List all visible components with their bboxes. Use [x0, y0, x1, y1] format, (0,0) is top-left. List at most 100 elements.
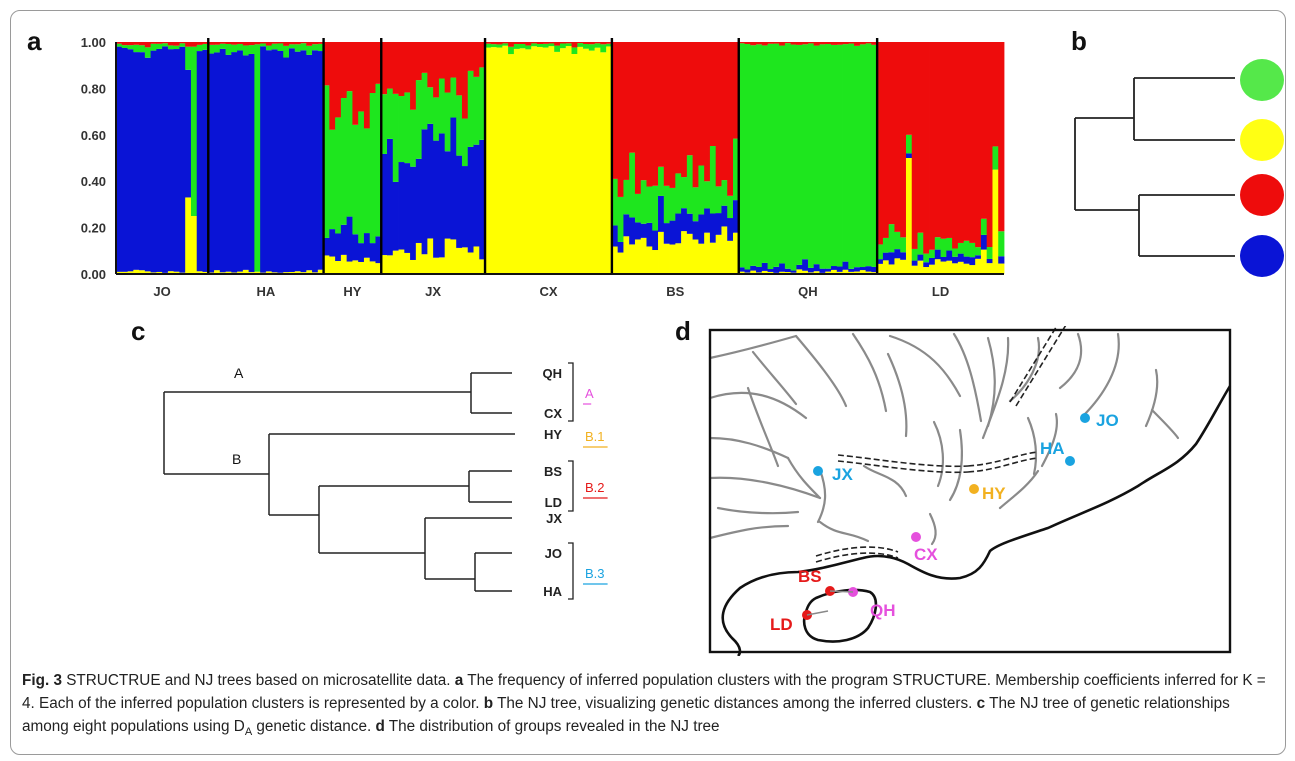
bar-segment-red	[732, 42, 740, 139]
bar-segment-red	[260, 42, 267, 44]
bar-segment-blue	[335, 233, 342, 261]
bar-segment-green	[859, 44, 867, 268]
bar-segment-yellow	[681, 231, 688, 274]
bar-segment-blue	[150, 50, 157, 273]
bar-segment-red	[410, 42, 417, 110]
bar-segment-green	[652, 185, 659, 231]
bar-segment-blue	[779, 263, 786, 272]
population-label: CX	[539, 284, 557, 299]
branch-label-b: B	[232, 451, 241, 467]
bar-segment-green	[508, 46, 515, 55]
bar-segment-green	[288, 44, 296, 49]
bar-segment-yellow	[675, 243, 682, 274]
bar-segment-blue	[415, 158, 423, 243]
y-tick-label: 1.00	[81, 35, 106, 50]
bar-segment-green	[571, 47, 578, 54]
bar-segment-red	[663, 42, 670, 186]
bar-segment-yellow	[767, 271, 774, 274]
bar-segment-green	[479, 67, 486, 140]
bar-segment-green	[358, 111, 365, 244]
bar-segment-blue	[946, 250, 953, 261]
site-label-bs: BS	[798, 567, 822, 586]
bar-segment-yellow	[306, 270, 313, 274]
bar-segment-yellow	[237, 271, 244, 274]
bar-segment-red	[185, 42, 192, 47]
bar-segment-green	[502, 43, 509, 46]
bar-segment-green	[294, 44, 301, 52]
bar-segment-yellow	[848, 271, 855, 274]
bar-segment-yellow	[831, 269, 838, 274]
bar-segment-red	[179, 42, 186, 44]
bar-segment-yellow	[317, 269, 324, 274]
bar-segment-yellow	[813, 271, 820, 274]
bar-segment-green	[381, 94, 388, 154]
population-separators	[207, 38, 879, 274]
bar-segment-red	[323, 42, 330, 86]
bar-segment-yellow	[531, 46, 538, 275]
bar-segment-blue	[294, 51, 301, 272]
bar-segment-red	[571, 42, 578, 48]
population-label: QH	[798, 284, 818, 299]
bar-segment-red	[461, 42, 469, 119]
bar-segment-yellow	[190, 216, 198, 274]
bar-segment-yellow	[392, 250, 399, 274]
bar-segment-blue	[242, 55, 250, 270]
bar-segment-yellow	[986, 263, 993, 274]
bar-segment-green	[329, 129, 336, 230]
bar-segment-blue	[369, 243, 376, 262]
bar-segment-green	[796, 44, 803, 265]
bar-segment-red	[704, 42, 711, 182]
bar-segment-blue	[237, 50, 244, 272]
bar-segment-yellow	[381, 255, 388, 274]
bar-segment-blue	[421, 129, 428, 255]
population-labels: JO HA HY JX CX BS QH LD	[153, 284, 949, 299]
bar-segment-blue	[940, 257, 947, 262]
bar-segment-red	[807, 42, 815, 44]
bar-segment-yellow	[784, 271, 792, 274]
y-tick-label: 0.20	[81, 221, 106, 236]
caption-title: STRUCTRUE and NJ trees based on microsat…	[61, 672, 455, 689]
bar-segment-yellow	[127, 271, 134, 274]
bar-segment-blue	[859, 267, 867, 271]
y-tick-label: 0.00	[81, 267, 106, 282]
bar-segment-red	[784, 42, 792, 44]
bar-segment-blue	[675, 213, 682, 244]
caption-b-label: b	[483, 695, 494, 712]
bar-segment-green	[525, 45, 532, 50]
bar-segment-yellow	[738, 271, 745, 274]
bar-segment-yellow	[629, 244, 636, 274]
bar-segment-blue	[196, 51, 203, 272]
bar-segment-blue	[738, 267, 745, 272]
leaf-label-bs: BS	[544, 464, 562, 479]
bar-segment-red	[634, 42, 642, 194]
bar-segment-yellow	[877, 263, 884, 274]
bar-segment-blue	[162, 46, 169, 273]
caption-a-text: The frequency of inferred population clu…	[22, 672, 1266, 712]
bar-segment-red	[248, 42, 255, 46]
bar-segment-red	[473, 42, 480, 77]
site-label-ha: HA	[1040, 439, 1065, 458]
y-axis	[115, 42, 1004, 275]
bar-segment-red	[606, 42, 613, 44]
bar-segment-yellow	[859, 270, 867, 274]
bar-segment-green	[848, 43, 855, 269]
bar-segment-blue	[352, 234, 359, 261]
bar-segment-red	[577, 42, 584, 44]
bar-segment-yellow	[825, 271, 832, 274]
bar-segment-red	[744, 42, 751, 45]
bar-segment-green	[121, 45, 128, 48]
bar-segment-yellow	[490, 47, 497, 275]
bar-segment-green	[560, 43, 567, 49]
bar-segment-green	[513, 44, 521, 49]
bar-segment-green	[727, 195, 734, 219]
site-dot-jo	[1080, 413, 1090, 423]
map-border	[708, 328, 1232, 654]
bar-segment-blue	[479, 139, 486, 260]
bar-segment-blue	[652, 230, 659, 251]
bar-segment-blue	[456, 155, 463, 248]
bar-segment-red	[629, 42, 636, 153]
bar-segment-red	[698, 42, 705, 166]
bar-segment-green	[606, 43, 613, 47]
bar-segment-green	[231, 44, 238, 53]
bar-segment-blue	[473, 144, 480, 247]
